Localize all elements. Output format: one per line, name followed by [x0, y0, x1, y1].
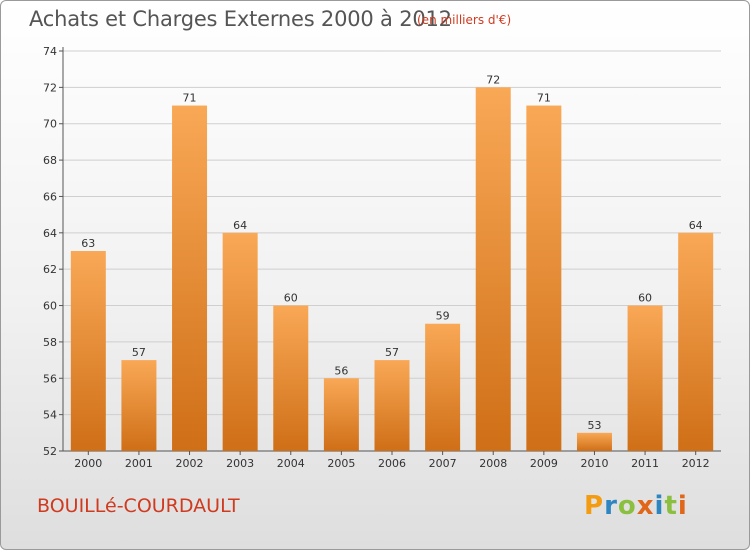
y-tick-label: 64: [43, 227, 57, 240]
y-tick-label: 58: [43, 336, 57, 349]
x-tick-label: 2000: [74, 457, 102, 470]
y-tick-label: 66: [43, 190, 57, 203]
commune-name: BOUILLé-COURDAULT: [37, 495, 240, 517]
data-label: 60: [638, 292, 652, 305]
data-label: 71: [183, 92, 197, 105]
x-tick-label: 2010: [580, 457, 608, 470]
bar: [374, 360, 410, 451]
x-tick-label: 2009: [530, 457, 558, 470]
logo-letter: i: [654, 491, 665, 521]
data-label: 57: [385, 346, 399, 359]
x-tick-label: 2007: [429, 457, 457, 470]
x-tick-label: 2004: [277, 457, 305, 470]
data-label: 71: [537, 92, 551, 105]
logo-letter: i: [677, 491, 688, 521]
data-label: 64: [689, 219, 703, 232]
y-tick-label: 72: [43, 81, 57, 94]
y-tick-label: 70: [43, 118, 57, 131]
bar: [70, 251, 106, 451]
y-tick-label: 52: [43, 445, 57, 458]
logo-letter: o: [617, 491, 637, 521]
bar: [425, 323, 461, 451]
proxiti-logo: Proxiti: [584, 491, 688, 521]
data-label: 60: [284, 292, 298, 305]
bar: [121, 360, 157, 451]
data-label: 56: [334, 364, 348, 377]
bar: [323, 378, 359, 451]
bar: [627, 305, 663, 451]
data-label: 59: [436, 310, 450, 323]
x-tick-label: 2008: [479, 457, 507, 470]
bar: [576, 432, 612, 451]
x-tick-label: 2011: [631, 457, 659, 470]
y-tick-label: 54: [43, 409, 57, 422]
x-tick-label: 2002: [176, 457, 204, 470]
y-tick-label: 60: [43, 300, 57, 313]
y-tick-label: 74: [43, 45, 57, 58]
data-label: 57: [132, 346, 146, 359]
bar: [172, 105, 208, 451]
bar: [273, 305, 309, 451]
logo-letter: r: [604, 491, 618, 521]
y-tick-label: 56: [43, 372, 57, 385]
y-tick-label: 68: [43, 154, 57, 167]
data-label: 53: [587, 419, 601, 432]
data-label: 63: [81, 237, 95, 250]
x-tick-label: 2012: [682, 457, 710, 470]
data-label: 72: [486, 73, 500, 86]
logo-letter: P: [584, 491, 605, 521]
chart-subtitle: (en milliers d'€): [417, 13, 512, 27]
x-tick-label: 2001: [125, 457, 153, 470]
chart-title: Achats et Charges Externes 2000 à 2012: [29, 7, 452, 31]
x-tick-label: 2006: [378, 457, 406, 470]
bar: [678, 232, 714, 451]
logo-letter: x: [636, 491, 655, 521]
data-label: 64: [233, 219, 247, 232]
bar: [222, 232, 258, 451]
y-tick-label: 62: [43, 263, 57, 276]
x-tick-label: 2005: [327, 457, 355, 470]
logo-letter: t: [664, 491, 678, 521]
bar: [475, 87, 511, 451]
bar: [526, 105, 562, 451]
x-tick-label: 2003: [226, 457, 254, 470]
